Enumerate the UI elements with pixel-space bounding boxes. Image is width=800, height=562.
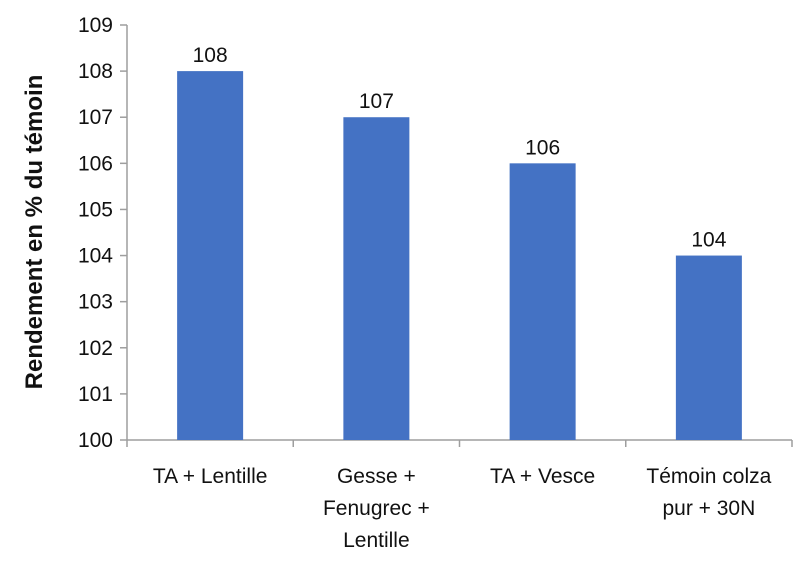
y-tick-label: 105 bbox=[78, 198, 113, 221]
y-axis-title-group: Rendement en % du témoin bbox=[21, 75, 48, 390]
bar-value-label: 106 bbox=[525, 136, 560, 159]
x-category-label: TA + Vesce bbox=[490, 465, 595, 488]
y-tick-label: 101 bbox=[78, 383, 113, 406]
y-tick-label: 109 bbox=[78, 14, 113, 37]
bar bbox=[675, 255, 742, 440]
y-axis-title: Rendement en % du témoin bbox=[21, 75, 48, 390]
category-labels: TA + Lentille Gesse + Fenugrec + Lentille TA… bbox=[153, 465, 772, 552]
y-tick-label: 100 bbox=[78, 429, 113, 452]
bar bbox=[343, 117, 410, 440]
y-tick-label: 104 bbox=[78, 245, 113, 268]
y-tick-label: 102 bbox=[78, 337, 113, 360]
bars bbox=[177, 71, 742, 441]
y-tick-label: 103 bbox=[78, 291, 113, 314]
x-category-label: Gesse + Fenugrec + Lentille bbox=[323, 465, 430, 552]
bar-value-label: 104 bbox=[691, 229, 726, 252]
x-category-label: Témoin colza pur + 30N bbox=[646, 465, 771, 520]
data-labels: 108 107 106 104 bbox=[193, 44, 727, 251]
bar-value-label: 107 bbox=[359, 90, 394, 113]
y-tick-label: 106 bbox=[78, 152, 113, 175]
bar bbox=[509, 163, 576, 441]
x-category-label: TA + Lentille bbox=[153, 465, 268, 488]
y-tick-labels: 100 101 102 103 104 105 106 107 108 109 bbox=[78, 14, 113, 452]
y-tick-label: 108 bbox=[78, 60, 113, 83]
y-tick-label: 107 bbox=[78, 106, 113, 129]
bar bbox=[177, 71, 244, 440]
bar-value-label: 108 bbox=[193, 44, 228, 67]
